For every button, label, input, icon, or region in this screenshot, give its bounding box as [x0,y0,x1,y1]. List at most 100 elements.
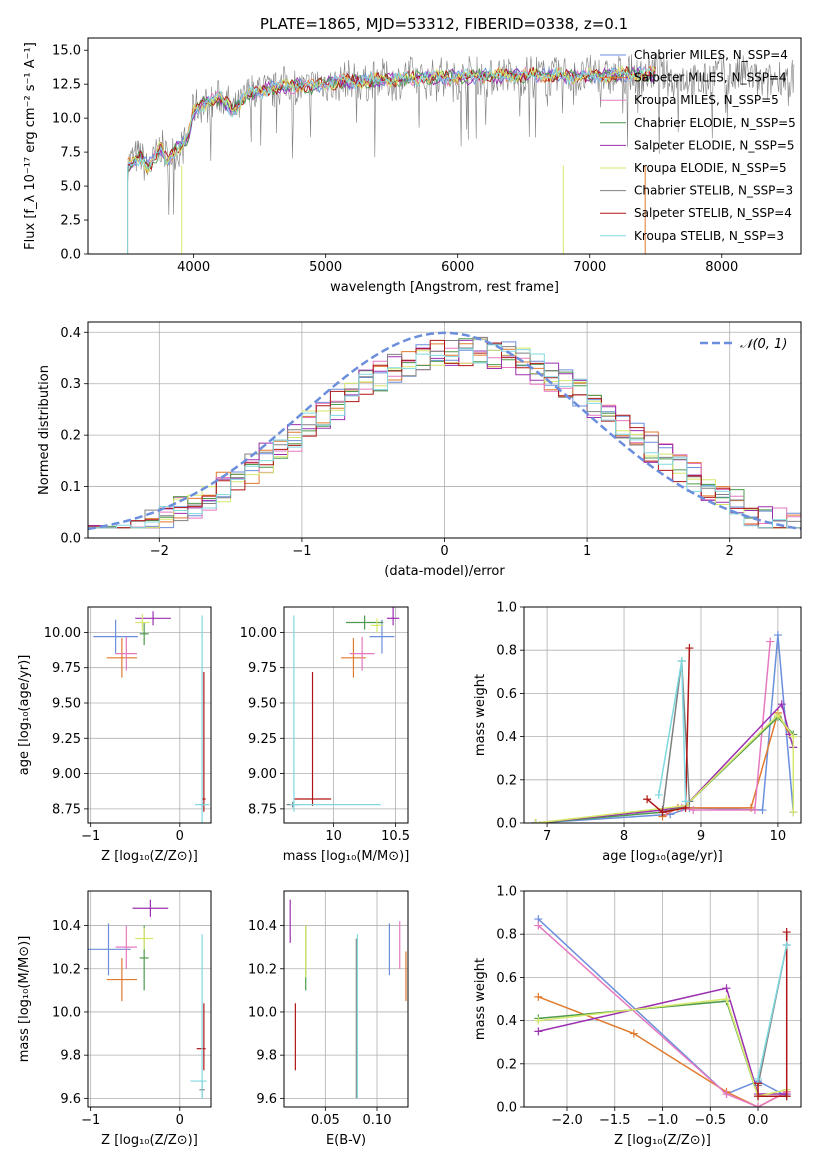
y-tick-label: 0.0 [60,532,81,547]
mw-marker-kroupa_stelib [754,1074,763,1083]
spectrum-legend: Chabrier MILES, N_SSP=4 Salpeter MILES, N… [600,48,796,243]
y-tick-label: 5.0 [60,180,81,195]
y-tick-label: 8.75 [248,802,277,817]
panels-group: 4000 5000 6000 7000 80000.02.55.07.510.012.5… [17,37,802,1148]
y-tick-label: 0.0 [496,1101,517,1116]
hist-step-salpeter_stelib [88,339,801,529]
x-tick-label: −1.5 [599,1113,631,1128]
x-axis-label: Z [log₁₀(Z/Z⊙)] [101,849,198,864]
errorbar-kroupa_elodie [135,927,154,950]
errorbar-kroupa_elodie [370,618,384,633]
hist-step-salpeter_miles [88,343,801,529]
errorbar-salpeter_stelib [196,1003,206,1071]
panel-residuals: −2 −1 0 1 2 0.0 0.1 0.2 0.3 0.4 (data-model)/error… [37,321,802,579]
mw-marker-salpeter_miles [629,1029,638,1038]
axes-frame [523,890,802,1108]
y-tick-label: 9.00 [52,767,81,782]
mw-marker-salpeter_stelib [754,1092,763,1101]
y-tick-label: 0.0 [60,248,81,263]
mw-marker-salpeter_stelib [658,808,667,817]
plot-area [531,631,798,823]
x-tick-label: 10 [325,829,342,844]
y-tick-label: 10.2 [52,962,81,977]
axes-frame [87,890,212,1108]
legend-label-chabrier_miles: Chabrier MILES, N_SSP=4 [634,48,788,62]
legend-label-chabrier_elodie: Chabrier ELODIE, N_SSP=5 [634,116,796,130]
y-tick-label: 1.0 [496,601,517,616]
y-tick-label: 10.00 [240,626,277,641]
y-axis-label: mass [log₁₀(M/M⊙)] [17,936,32,1063]
x-tick-label: −1 [292,544,311,559]
legend-label-salpeter_elodie: Salpeter ELODIE, N_SSP=5 [634,138,795,152]
x-tick-label: 9 [697,829,705,844]
mw-marker-kroupa_miles [754,1103,763,1107]
mw-marker-kroupa_stelib [677,657,686,665]
errorbar-salpeter_elodie [132,899,169,917]
x-tick-label: 0.10 [363,1113,392,1128]
x-tick-label: 0.05 [311,1113,340,1128]
x-tick-label: 0 [440,544,448,559]
y-axis-label: Flux [f_λ 10⁻¹⁷ erg cm⁻² s⁻¹ A⁻¹] [23,42,38,250]
y-tick-label: 9.25 [52,732,81,747]
y-tick-label: 0.4 [496,1014,517,1029]
mw-marker-kroupa_elodie [789,808,798,817]
mw-marker-chabrier_miles [758,806,767,815]
legend-label-kroupa_stelib: Kroupa STELIB, N_SSP=3 [634,229,784,243]
spectrum-line-kroupa_stelib [127,66,656,169]
x-axis-label: E(B-V) [326,1133,366,1148]
errorbar-salpeter_elodie [386,607,400,626]
mw-marker-kroupa_miles [534,921,543,930]
y-tick-label: 0.8 [496,644,517,659]
errorbar-chabrier_elodie [139,622,149,646]
mw-marker-salpeter_stelib [643,795,652,804]
y-tick-label: 9.6 [256,1092,277,1107]
errorbar-kroupa_miles [115,925,138,969]
y-tick-label: 9.50 [52,697,81,712]
y-axis-label: mass weight [473,958,488,1040]
y-tick-label: 8.75 [52,802,81,817]
mw-marker-kroupa_elodie [531,819,540,823]
panel-mass_weight_vs_Z: −2.0 −1.5 −1.0 −0.5 0.0 0.0 0.2 0.4 0.6 0.8 1.0 Z [… [473,885,802,1148]
axes-frame [283,890,409,1108]
panel-spectrum: 4000 5000 6000 7000 8000 0.0 2.5 5.0 7.5 10.0 12.5… [23,37,802,295]
y-tick-label: 7.5 [60,146,81,161]
y-tick-label: 10.00 [44,626,81,641]
x-tick-label: 8 [620,829,628,844]
plot-area [93,611,210,823]
x-axis-label: wavelength [Angstrom, rest frame] [330,280,559,295]
figure-title: PLATE=1865, MJD=53312, FIBERID=0338, z=0… [260,15,628,33]
mw-marker-kroupa_miles [689,806,698,815]
x-tick-label: −1 [81,829,100,844]
mw-marker-salpeter_elodie [722,984,731,993]
y-tick-label: 15.0 [52,44,81,59]
y-axis-label: mass weight [473,674,488,756]
legend-label-chabrier_stelib: Chabrier STELIB, N_SSP=3 [634,184,793,198]
y-tick-label: 12.5 [52,78,81,93]
errorbar-chabrier_elodie [346,615,384,630]
y-tick-label: 10.4 [248,919,277,934]
errorbar-kroupa_stelib [194,615,210,823]
legend-label-salpeter_stelib: Salpeter STELIB, N_SSP=4 [634,206,792,220]
y-tick-label: 0.4 [496,730,517,745]
mw-marker-salpeter_miles [534,992,543,1001]
x-tick-label: 6000 [441,260,474,275]
y-tick-label: 9.50 [248,697,277,712]
mw-marker-salpeter_stelib [685,644,694,653]
x-tick-label: 7000 [573,260,606,275]
mw-line-kroupa_elodie [538,998,787,1098]
mw-marker-kroupa_miles [750,806,759,815]
y-tick-label: 0.8 [496,928,517,943]
mw-marker-kroupa_stelib [654,790,663,799]
errorbar-chabrier_miles [88,923,131,976]
y-tick-label: 10.0 [248,1005,277,1020]
y-tick-label: 10.2 [248,962,277,977]
mw-marker-kroupa_stelib [782,941,791,949]
x-axis-label: mass [log₁₀(M/M⊙)] [283,849,410,864]
x-tick-label: 10.5 [381,829,410,844]
mw-marker-salpeter_stelib [782,928,791,937]
mw-marker-salpeter_stelib [782,1092,791,1101]
mw-line-salpeter_miles [662,710,791,818]
mw-marker-kroupa_elodie [789,732,798,741]
y-tick-label: 2.5 [60,214,81,229]
panel-age_vs_Z: −1 0 8.75 9.00 9.25 9.50 9.75 10.00 Z [log₁₀(Z/Z… [17,606,212,864]
